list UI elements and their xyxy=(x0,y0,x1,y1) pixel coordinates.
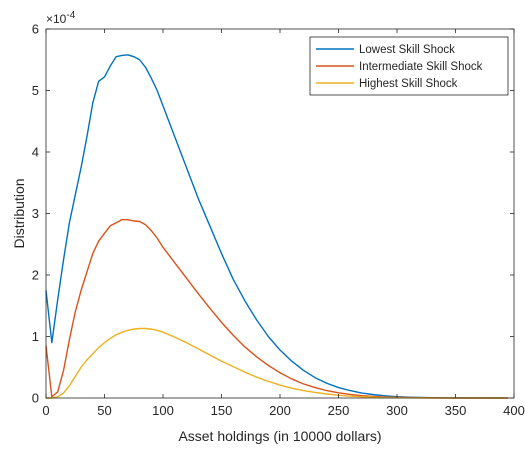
legend-label-3: Highest Skill Shock xyxy=(359,78,458,90)
y-exponent-label: ×10-4 xyxy=(46,10,76,26)
x-tick-label: 100 xyxy=(152,403,174,418)
y-tick-label: 2 xyxy=(32,268,39,283)
x-tick-label: 150 xyxy=(211,403,233,418)
y-tick-label: 0 xyxy=(32,391,39,406)
legend-label-2: Intermediate Skill Shock xyxy=(359,61,483,73)
y-axis-label: Distribution xyxy=(11,178,27,248)
x-tick-label: 400 xyxy=(503,403,525,418)
y-tick-label: 4 xyxy=(32,145,39,160)
y-tick-label: 3 xyxy=(32,206,39,221)
y-exponent-base: ×10 xyxy=(46,12,67,26)
x-tick-label: 300 xyxy=(386,403,408,418)
y-tick-label: 1 xyxy=(32,329,39,344)
x-tick-label: 250 xyxy=(328,403,350,418)
x-tick-label: 0 xyxy=(42,403,49,418)
y-tick-label: 6 xyxy=(32,22,39,37)
legend: Lowest Skill Shock Intermediate Skill Sho… xyxy=(310,37,508,95)
x-tick-label: 50 xyxy=(97,403,111,418)
x-axis-label: Asset holdings (in 10000 dollars) xyxy=(178,428,381,444)
x-tick-label: 200 xyxy=(269,403,291,418)
y-tick-label: 5 xyxy=(32,83,39,98)
x-tick-label: 350 xyxy=(445,403,467,418)
y-exponent-power: -4 xyxy=(66,10,75,21)
legend-label-1: Lowest Skill Shock xyxy=(359,44,455,56)
